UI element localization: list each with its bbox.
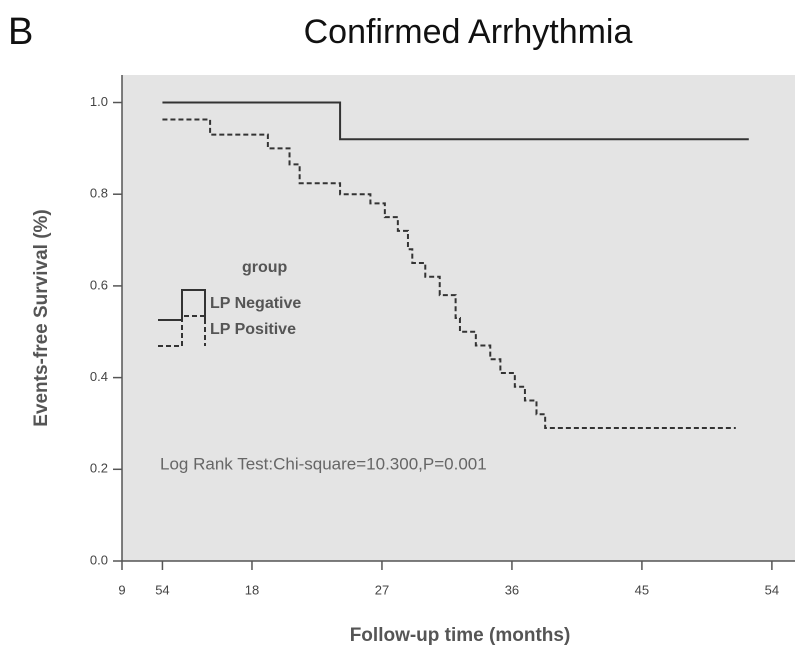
y-tick-label: 0.4 [90, 369, 108, 384]
x-axis-label: Follow-up time (months) [350, 625, 571, 646]
x-tick-label: 45 [635, 582, 649, 597]
x-tick-label: 18 [245, 582, 259, 597]
legend-label: LP Negative [210, 295, 301, 312]
y-tick-label: 0.2 [90, 461, 108, 476]
survival-curve [162, 118, 736, 430]
x-tick-label: 9 [118, 582, 125, 597]
legend-title: group [242, 259, 288, 276]
y-tick-label: 1.0 [90, 94, 108, 109]
legend-symbol [158, 289, 206, 321]
x-tick-label: 54 [155, 582, 169, 597]
y-tick-label: 0.8 [90, 186, 108, 201]
x-tick-label: 36 [505, 582, 519, 597]
chart-title: Confirmed Arrhythmia [304, 13, 633, 51]
legend-label: LP Positive [210, 321, 296, 338]
annotation: Log Rank Test:Chi-square=10.300,P=0.001 [160, 454, 487, 473]
panel-label: B [8, 11, 33, 53]
x-tick-label: 27 [375, 582, 389, 597]
plot-area [122, 75, 795, 561]
y-axis-label: Events-free Survival (%) [31, 209, 52, 427]
legend-symbol [158, 315, 206, 347]
survival-curve [162, 101, 749, 141]
y-tick-label: 0.0 [90, 552, 108, 567]
x-tick-label: 54 [765, 582, 779, 597]
y-tick-label: 0.6 [90, 277, 108, 292]
